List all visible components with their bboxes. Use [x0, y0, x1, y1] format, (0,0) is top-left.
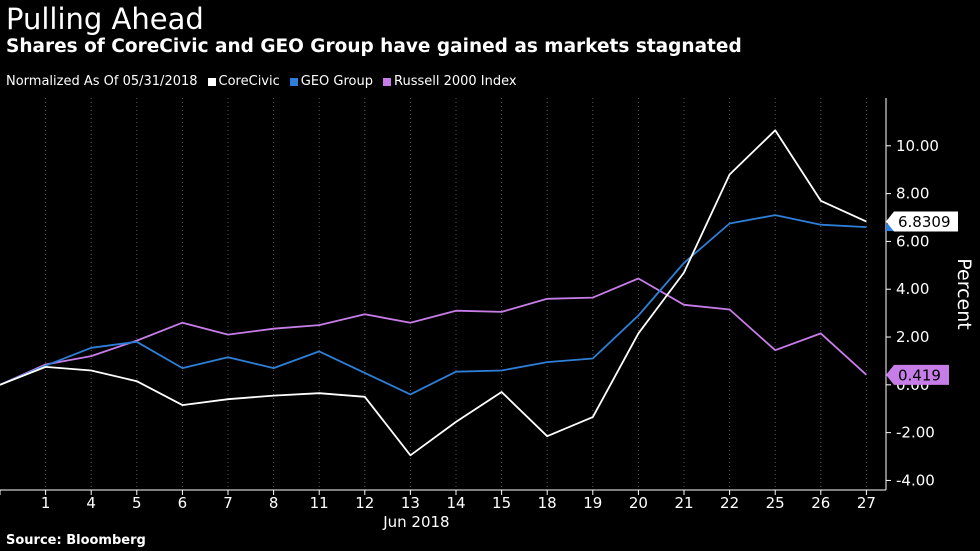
x-tick-label: 27: [857, 494, 876, 512]
x-tick-label: 6: [178, 494, 188, 512]
legend-item-geo-group: GEO Group: [289, 74, 373, 89]
x-tick-label: 21: [674, 494, 693, 512]
chart-subtitle: Shares of CoreCivic and GEO Group have g…: [6, 36, 742, 57]
legend-normalization-note: Normalized As Of 05/31/2018: [6, 74, 198, 89]
legend-swatch-geo-group: [289, 77, 298, 86]
y-tick-label: 10.00: [896, 137, 939, 155]
y-tick-label: 6.00: [896, 232, 929, 250]
x-tick-label: 20: [629, 494, 648, 512]
x-tick-label: 1: [41, 494, 51, 512]
x-tick-label: 13: [401, 494, 420, 512]
y-tick-label: -4.00: [896, 471, 935, 489]
x-tick-label: 19: [583, 494, 602, 512]
x-tick-label: 4: [86, 494, 96, 512]
y-tick-label: -2.00: [896, 424, 935, 442]
legend-item-russell-2000: Russell 2000 Index: [383, 74, 517, 89]
y-axis-label: Percent: [953, 258, 975, 330]
legend-swatch-corecivic: [207, 77, 216, 86]
x-tick-label: 7: [223, 494, 233, 512]
x-tick-label: 18: [538, 494, 557, 512]
y-tick-label: 4.00: [896, 280, 929, 298]
x-tick-label: 26: [811, 494, 830, 512]
x-tick-label: 14: [446, 494, 465, 512]
chart-title: Pulling Ahead: [6, 2, 204, 36]
y-tick-label: 8.00: [896, 185, 929, 203]
series-line-geo-group: [0, 214, 867, 396]
x-tick-label: 11: [310, 494, 329, 512]
legend-label-russell-2000: Russell 2000 Index: [394, 74, 517, 89]
source-note: Source: Bloomberg: [6, 533, 146, 548]
x-tick-label: 22: [720, 494, 739, 512]
x-tick-label: 15: [492, 494, 511, 512]
last-value-label-corecivic: 6.8309: [898, 213, 951, 231]
legend: Normalized As Of 05/31/2018 CoreCivic GE…: [6, 74, 527, 89]
series-line-corecivic: [0, 129, 867, 457]
x-tick-label: 5: [132, 494, 142, 512]
last-value-badge-russell-2000-index: [886, 364, 949, 385]
legend-label-corecivic: CoreCivic: [218, 74, 280, 89]
x-axis-label: Jun 2018: [382, 513, 449, 531]
last-value-badge-corecivic: [886, 211, 958, 232]
x-tick-label: 12: [355, 494, 374, 512]
series-line-russell-2000-index: [0, 277, 868, 386]
legend-swatch-russell-2000: [383, 77, 391, 86]
legend-item-corecivic: CoreCivic: [207, 74, 280, 89]
last-value-label-russell-2000-index: 0.419: [898, 366, 941, 384]
x-tick-label: 25: [766, 494, 785, 512]
legend-label-geo-group: GEO Group: [300, 74, 373, 89]
x-tick-label: 8: [269, 494, 279, 512]
y-tick-label: 2.00: [896, 328, 929, 346]
